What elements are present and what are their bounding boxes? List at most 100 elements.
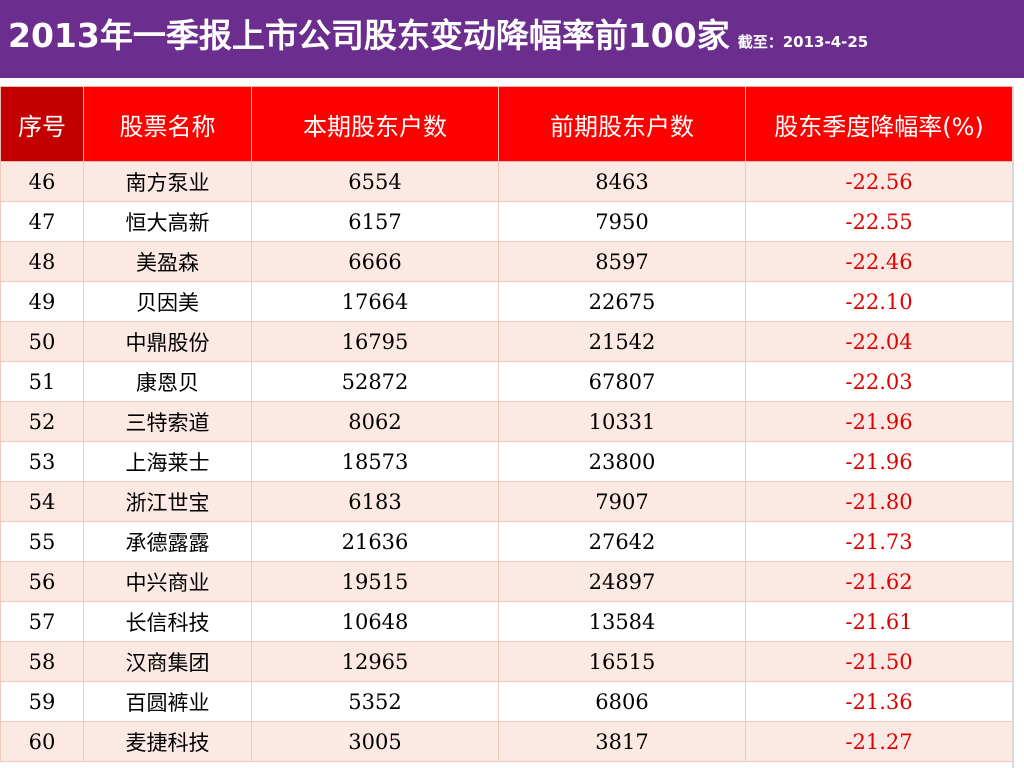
table-row: 55 承德露露 21636 27642 -21.73	[0, 521, 1013, 562]
cell-previous-holders: 67807	[498, 361, 746, 402]
table-row: 57 长信科技 10648 13584 -21.61	[0, 601, 1013, 642]
col-header-name: 股票名称	[83, 86, 252, 162]
cell-stock-name: 浙江世宝	[83, 481, 252, 522]
cell-decline-rate: -21.36	[745, 681, 1013, 722]
cell-current-holders: 6554	[251, 161, 499, 202]
cell-no: 47	[0, 201, 84, 242]
table-row: 60 麦捷科技 3005 3817 -21.27	[0, 721, 1013, 762]
cell-current-holders: 52872	[251, 361, 499, 402]
table-row: 52 三特索道 8062 10331 -21.96	[0, 401, 1013, 442]
cell-no: 51	[0, 361, 84, 402]
cell-stock-name: 百圆裤业	[83, 681, 252, 722]
table-row: 49 贝因美 17664 22675 -22.10	[0, 281, 1013, 322]
page-title: 2013年一季报上市公司股东变动降幅率前100家 截至：2013-4-25	[8, 14, 868, 64]
cell-decline-rate: -21.50	[745, 641, 1013, 682]
cell-stock-name: 麦捷科技	[83, 721, 252, 762]
cell-previous-holders: 24897	[498, 561, 746, 602]
cell-current-holders: 6666	[251, 241, 499, 282]
cell-decline-rate: -21.61	[745, 601, 1013, 642]
cell-previous-holders: 3817	[498, 721, 746, 762]
cell-no: 56	[0, 561, 84, 602]
date-note: 截至：2013-4-25	[737, 33, 869, 51]
cell-no: 52	[0, 401, 84, 442]
table-row: 51 康恩贝 52872 67807 -22.03	[0, 361, 1013, 402]
table-row: 54 浙江世宝 6183 7907 -21.80	[0, 481, 1013, 522]
cell-current-holders: 6157	[251, 201, 499, 242]
cell-stock-name: 贝因美	[83, 281, 252, 322]
cell-current-holders: 17664	[251, 281, 499, 322]
title-banner: 2013年一季报上市公司股东变动降幅率前100家 截至：2013-4-25	[0, 0, 1024, 78]
cell-no: 60	[0, 721, 84, 762]
cell-no: 55	[0, 521, 84, 562]
cell-decline-rate: -21.73	[745, 521, 1013, 562]
cell-previous-holders: 22675	[498, 281, 746, 322]
stock-table: 序号 股票名称 本期股东户数 前期股东户数 股东季度降幅率(%) 46 南方泵业 6…	[0, 86, 1013, 762]
col-header-previous: 前期股东户数	[498, 86, 746, 162]
cell-current-holders: 5352	[251, 681, 499, 722]
cell-no: 53	[0, 441, 84, 482]
cell-current-holders: 3005	[251, 721, 499, 762]
cell-previous-holders: 8597	[498, 241, 746, 282]
cell-decline-rate: -22.56	[745, 161, 1013, 202]
col-header-rate: 股东季度降幅率(%)	[745, 86, 1013, 162]
stock-table-container: 序号 股票名称 本期股东户数 前期股东户数 股东季度降幅率(%) 46 南方泵业 6…	[0, 86, 1013, 762]
table-row: 48 美盈森 6666 8597 -22.46	[0, 241, 1013, 282]
cell-stock-name: 承德露露	[83, 521, 252, 562]
table-row: 47 恒大高新 6157 7950 -22.55	[0, 201, 1013, 242]
cell-no: 49	[0, 281, 84, 322]
cell-decline-rate: -21.80	[745, 481, 1013, 522]
cell-current-holders: 10648	[251, 601, 499, 642]
cell-previous-holders: 27642	[498, 521, 746, 562]
header-row: 序号 股票名称 本期股东户数 前期股东户数 股东季度降幅率(%)	[0, 86, 1013, 162]
cell-previous-holders: 23800	[498, 441, 746, 482]
col-header-current: 本期股东户数	[251, 86, 499, 162]
cell-current-holders: 18573	[251, 441, 499, 482]
cell-previous-holders: 8463	[498, 161, 746, 202]
cell-stock-name: 康恩贝	[83, 361, 252, 402]
table-row: 50 中鼎股份 16795 21542 -22.04	[0, 321, 1013, 362]
cell-previous-holders: 7950	[498, 201, 746, 242]
cell-current-holders: 16795	[251, 321, 499, 362]
table-row: 46 南方泵业 6554 8463 -22.56	[0, 161, 1013, 202]
cell-current-holders: 19515	[251, 561, 499, 602]
cell-stock-name: 中兴商业	[83, 561, 252, 602]
cell-previous-holders: 21542	[498, 321, 746, 362]
cell-stock-name: 美盈森	[83, 241, 252, 282]
cell-no: 46	[0, 161, 84, 202]
cell-stock-name: 恒大高新	[83, 201, 252, 242]
cell-previous-holders: 13584	[498, 601, 746, 642]
cell-decline-rate: -22.03	[745, 361, 1013, 402]
cell-decline-rate: -21.96	[745, 401, 1013, 442]
table-row: 58 汉商集团 12965 16515 -21.50	[0, 641, 1013, 682]
table-body: 46 南方泵业 6554 8463 -22.56 47 恒大高新 6157 7950 -22.55…	[0, 161, 1013, 762]
cell-no: 54	[0, 481, 84, 522]
cell-previous-holders: 7907	[498, 481, 746, 522]
cell-no: 50	[0, 321, 84, 362]
cell-stock-name: 南方泵业	[83, 161, 252, 202]
cell-decline-rate: -21.96	[745, 441, 1013, 482]
cell-stock-name: 三特索道	[83, 401, 252, 442]
cell-stock-name: 长信科技	[83, 601, 252, 642]
cell-decline-rate: -22.55	[745, 201, 1013, 242]
cell-stock-name: 上海莱士	[83, 441, 252, 482]
cell-current-holders: 21636	[251, 521, 499, 562]
table-row: 59 百圆裤业 5352 6806 -21.36	[0, 681, 1013, 722]
table-row: 56 中兴商业 19515 24897 -21.62	[0, 561, 1013, 602]
table-row: 53 上海莱士 18573 23800 -21.96	[0, 441, 1013, 482]
title-text: 2013年一季报上市公司股东变动降幅率前100家	[8, 16, 730, 55]
cell-current-holders: 12965	[251, 641, 499, 682]
cell-decline-rate: -21.62	[745, 561, 1013, 602]
cell-decline-rate: -21.27	[745, 721, 1013, 762]
cell-no: 57	[0, 601, 84, 642]
cell-stock-name: 中鼎股份	[83, 321, 252, 362]
cell-current-holders: 6183	[251, 481, 499, 522]
right-edge-divider	[1012, 86, 1024, 768]
cell-previous-holders: 10331	[498, 401, 746, 442]
cell-previous-holders: 16515	[498, 641, 746, 682]
cell-no: 48	[0, 241, 84, 282]
cell-previous-holders: 6806	[498, 681, 746, 722]
cell-current-holders: 8062	[251, 401, 499, 442]
cell-decline-rate: -22.04	[745, 321, 1013, 362]
cell-decline-rate: -22.10	[745, 281, 1013, 322]
cell-decline-rate: -22.46	[745, 241, 1013, 282]
